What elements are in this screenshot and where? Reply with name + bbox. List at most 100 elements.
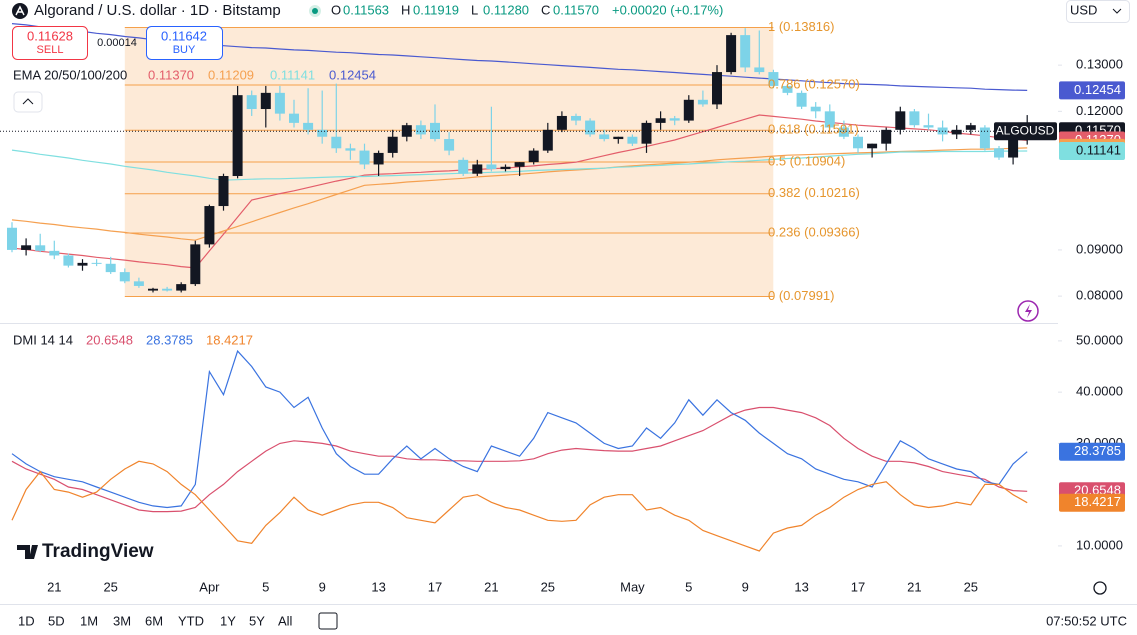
date-range-icon[interactable] xyxy=(318,612,338,630)
x-tick-label: 21 xyxy=(907,579,921,594)
candle-body xyxy=(148,288,158,291)
candle-body xyxy=(810,106,821,112)
ohlc-key: H xyxy=(401,2,410,17)
currency-select[interactable] xyxy=(1066,0,1130,23)
range-button[interactable]: 1Y xyxy=(220,613,236,628)
y-tick-label: 0.13000 xyxy=(1076,57,1123,72)
candle-body xyxy=(909,111,920,126)
candle-body xyxy=(373,152,384,165)
ema-legend-value: 0.11141 xyxy=(270,67,315,82)
x-tick-label: 21 xyxy=(47,579,61,594)
ema-legend-value: 0.12454 xyxy=(329,67,376,82)
x-tick-label: 5 xyxy=(685,579,692,594)
candle-body xyxy=(105,263,116,273)
x-tick-label: 5 xyxy=(262,579,269,594)
y-tick-label: 0.09000 xyxy=(1076,241,1123,256)
dmi-line xyxy=(11,349,1028,509)
candle-body xyxy=(119,272,130,282)
candle-body xyxy=(303,122,314,130)
range-button[interactable]: 3M xyxy=(113,613,131,628)
sell-label: SELL xyxy=(37,44,64,56)
x-tick-label: 13 xyxy=(794,579,808,594)
candle-body xyxy=(994,148,1004,158)
candle-body xyxy=(331,136,342,149)
ohlc-value: 0.11570 xyxy=(553,2,599,17)
dmi-line xyxy=(11,406,1028,513)
range-button[interactable]: All xyxy=(278,613,293,628)
candle-body xyxy=(415,125,426,135)
candle-body xyxy=(599,134,610,140)
candle-body xyxy=(655,118,666,123)
candle-body xyxy=(571,115,581,121)
range-button[interactable]: 5D xyxy=(48,613,65,628)
candle-body xyxy=(7,227,17,250)
collapse-legend-button[interactable] xyxy=(13,91,43,113)
sell-price: 0.11628 xyxy=(27,28,73,43)
candle-body xyxy=(204,206,215,245)
y-tick-label: 50.0000 xyxy=(1076,332,1123,347)
x-tick-label: Apr xyxy=(199,579,220,594)
candle-body xyxy=(1008,131,1019,158)
range-button[interactable]: 1D xyxy=(18,613,35,628)
candle-body xyxy=(359,150,370,165)
buy-button[interactable] xyxy=(146,26,223,60)
fib-label: 0.5 (0.10904) xyxy=(768,153,845,168)
dmi-legend-value: 18.4217 xyxy=(206,332,253,347)
ema-legend-value: 0.11370 xyxy=(148,67,194,82)
range-button[interactable]: 1M xyxy=(80,613,98,628)
candle-body xyxy=(683,99,694,121)
candle-body xyxy=(627,136,638,144)
candle-body xyxy=(965,125,976,130)
buy-price: 0.11642 xyxy=(161,28,207,43)
ema-legend-title: EMA 20/50/100/200 xyxy=(13,67,127,82)
candle-body xyxy=(63,255,74,266)
settings-icon[interactable] xyxy=(1093,581,1107,595)
fib-label: 0.236 (0.09366) xyxy=(768,224,860,239)
dmi-axis-tag xyxy=(1059,442,1125,461)
x-tick-label: 13 xyxy=(371,579,385,594)
candle-body xyxy=(712,72,722,105)
currency-label: USD xyxy=(1070,2,1097,17)
candle-body xyxy=(162,288,173,291)
candle-body xyxy=(740,35,751,68)
candle-body xyxy=(979,127,990,149)
ohlc-key: C xyxy=(541,2,550,17)
candle-body xyxy=(500,166,511,170)
clock: 07:50:52 UTC xyxy=(1046,613,1127,628)
symbol-logo xyxy=(12,3,28,19)
ohlc-value: 0.11919 xyxy=(413,2,459,17)
candle-body xyxy=(21,245,32,250)
candle-body xyxy=(697,99,708,105)
collapse-chevron xyxy=(22,98,34,105)
plot-area xyxy=(0,23,1058,552)
candle-body xyxy=(853,136,863,149)
ema-axis-tag xyxy=(1059,81,1125,100)
candle-body xyxy=(796,92,807,107)
alert-icon-glyph xyxy=(1025,304,1032,318)
sell-button[interactable] xyxy=(12,26,88,60)
ema-axis-tag xyxy=(1059,142,1125,161)
candle-body xyxy=(613,136,624,140)
price-change: +0.00020 (+0.17%) xyxy=(612,2,723,17)
candle-body xyxy=(49,250,60,256)
fib-label: 0 (0.07991) xyxy=(768,288,835,303)
range-button[interactable]: 5Y xyxy=(249,613,265,628)
candle-body xyxy=(585,120,596,135)
dmi-axis-label: 28.3785 xyxy=(1074,443,1121,458)
candle-body xyxy=(824,111,835,128)
symbol-tag-label: ALGOUSD xyxy=(996,123,1055,137)
candle-body xyxy=(176,284,187,291)
dmi-legend-value: 20.6548 xyxy=(86,332,133,347)
candle-body xyxy=(951,129,962,135)
range-button[interactable]: YTD xyxy=(178,613,204,628)
candle-body xyxy=(218,176,229,207)
candle-body xyxy=(246,95,257,110)
y-tick-label: 0.12000 xyxy=(1076,103,1123,118)
candle-body xyxy=(726,35,737,73)
range-button[interactable]: 6M xyxy=(145,613,163,628)
symbol-title[interactable]: Algorand / U.S. dollar · 1D · Bitstamp xyxy=(34,2,281,19)
fib-label: 0.618 (0.11591) xyxy=(768,122,859,137)
candle-body xyxy=(232,95,243,177)
ema-axis-label: 0.11141 xyxy=(1076,142,1121,157)
